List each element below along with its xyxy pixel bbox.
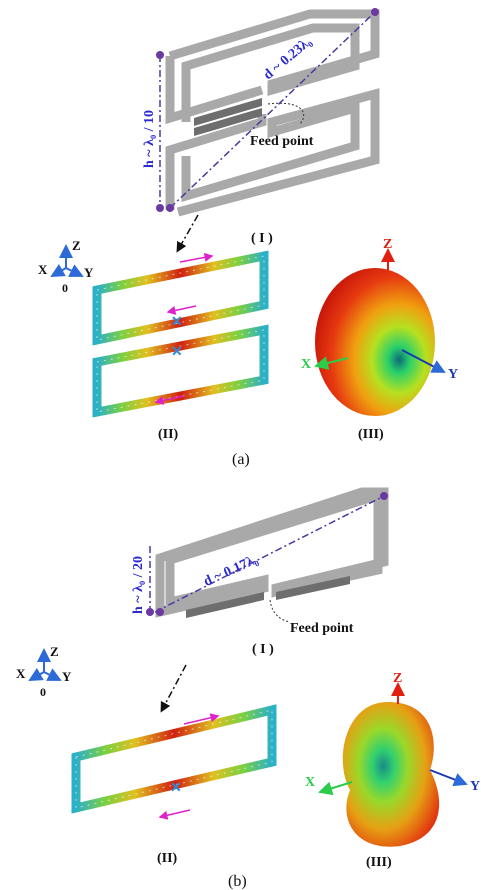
currents-a-axis-y-label: Y: [84, 265, 94, 280]
currents-a-arrow-2: [166, 305, 197, 315]
pattern-b-axis-x: [318, 781, 353, 796]
currents-a-axis-x: [50, 263, 67, 277]
pattern-a-axis-y: [401, 349, 446, 373]
antenna-a-feed-label: Feed point: [250, 134, 314, 149]
antenna-a-dot-bl2: [166, 204, 174, 212]
antenna-b-dot-bl: [146, 608, 154, 616]
antenna-a-upper-loop: [168, 9, 380, 122]
panel-b: h ~ λ₀ / 20 d ~ 0.17λ₀ Feed point ( I ) …: [16, 487, 480, 890]
currents-b-axis-y-label: Y: [62, 669, 72, 684]
pattern-a-label-III: (III): [358, 427, 384, 442]
currents-a-arrow-3: [154, 395, 185, 405]
currents-a-loop-upper-texture: [96, 255, 265, 341]
pattern-a-lobe: [315, 268, 435, 416]
currents-a-label-I: ( I ): [251, 231, 273, 246]
currents-b-label-II: (II): [157, 851, 178, 866]
currents-b-feed-x: ✕: [170, 781, 182, 796]
pattern-b: Z X Y (III): [305, 671, 480, 870]
antenna-a-feed-pointer: [267, 102, 305, 125]
antenna-b-height-label: h ~ λ₀ / 20: [131, 556, 146, 614]
antenna-b-dot-bl2: [156, 608, 164, 616]
currents-a-axis-y: [65, 264, 84, 277]
currents-b-axis-x-label: X: [16, 666, 26, 681]
pattern-a-axis-x-label: X: [301, 357, 311, 372]
panel-a-caption: (a): [232, 451, 250, 468]
panel-a: h ~ λ₀ / 10 d ~ 0.23λ₀ Feed point ( I ) …: [38, 8, 458, 468]
antenna-b-loop: [155, 487, 389, 618]
antenna-b-diagonal-line: [154, 495, 385, 613]
currents-a-loop-lower: [92, 324, 269, 418]
antenna-b: h ~ λ₀ / 20 d ~ 0.17λ₀ Feed point ( I ): [131, 487, 389, 713]
pattern-b-axis-y: [429, 769, 468, 787]
currents-b-axes: Z X Y 0: [16, 644, 72, 699]
currents-a-label-II: (II): [158, 427, 179, 442]
antenna-b-feed-bar-right: [276, 576, 350, 600]
antenna-b-down-arrow: [160, 664, 187, 713]
currents-a-loop-lower-texture: [96, 329, 265, 413]
antenna-a-height-label: h ~ λ₀ / 10: [142, 110, 157, 168]
pattern-b-lobe: [342, 702, 440, 847]
pattern-a-axis-y-label: Y: [448, 367, 458, 382]
currents-a-axis-z-label: Z: [72, 238, 81, 253]
antenna-a-down-arrow: [176, 214, 199, 253]
antenna-b-dot-tr: [380, 492, 388, 500]
currents-a-feed-x-1: ✕: [171, 315, 183, 330]
antenna-a: h ~ λ₀ / 10 d ~ 0.23λ₀ Feed point: [142, 8, 380, 253]
currents-b-loop-texture: [75, 709, 273, 809]
antenna-a-dot-bl: [156, 204, 164, 212]
currents-b: Z X Y 0 ✕ (II): [16, 644, 277, 866]
antenna-a-lower-loop-left: [165, 114, 267, 210]
pattern-b-axis-y-label: Y: [470, 779, 480, 794]
antenna-a-lower-loop: [176, 88, 380, 217]
currents-b-axis-z-label: Z: [50, 644, 59, 659]
antenna-a-feed-bar-2: [194, 108, 262, 136]
antenna-b-feed-pointer: [269, 599, 291, 623]
antenna-b-label-I: ( I ): [252, 642, 274, 657]
currents-a-axes: Z X Y 0: [38, 238, 94, 295]
pattern-b-axis-z-label: Z: [393, 671, 402, 686]
antenna-a-dot-tl: [156, 51, 164, 59]
panel-b-caption: (b): [228, 873, 247, 890]
pattern-a-axis-x: [314, 356, 349, 370]
currents-b-axis-x: [28, 667, 45, 681]
pattern-a: Z X Y (III): [301, 237, 458, 442]
currents-a-axis-x-label: X: [38, 262, 48, 277]
antenna-a-feed-bar-1: [194, 98, 262, 126]
currents-b-axis-origin-label: 0: [40, 685, 46, 699]
antenna-b-feed-label: Feed point: [290, 621, 354, 636]
currents-b-axis-y: [43, 668, 62, 681]
currents-a: ( I ) Z X Y 0 ✕ ✕ (II): [38, 231, 273, 442]
antenna-a-upper-loop-left: [165, 56, 264, 125]
currents-a-axis-origin-label: 0: [62, 281, 68, 295]
currents-a-arrow-1: [179, 252, 214, 263]
antenna-a-diagonal-line: [169, 11, 376, 209]
antenna-b-feed-bar-left: [186, 592, 264, 618]
antenna-a-dot-tr: [371, 8, 379, 16]
pattern-b-label-III: (III): [366, 855, 392, 870]
currents-b-arrow-2: [158, 809, 191, 820]
pattern-b-axis-x-label: X: [305, 775, 315, 790]
pattern-a-axis-z-label: Z: [383, 237, 392, 252]
currents-b-arrow-1: [183, 713, 220, 725]
currents-a-feed-x-2: ✕: [171, 345, 183, 360]
